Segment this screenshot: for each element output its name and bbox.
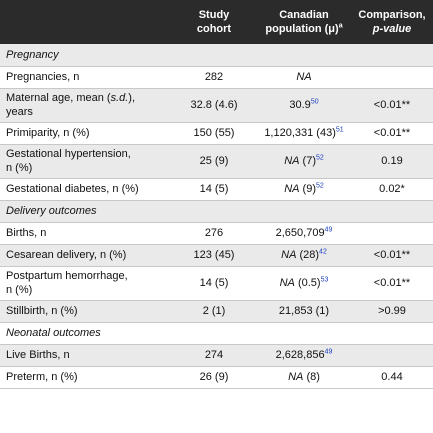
row-label: Gestational diabetes, n (%): [6, 183, 139, 195]
table-row: Preterm, n (%) 26 (9) NA (8) 0.44: [0, 366, 433, 388]
comparison-value: <0.01**: [373, 277, 411, 289]
header-label-column: [0, 0, 171, 44]
canada-value: NA (0.5)53: [279, 276, 329, 289]
comparison-value: >0.99: [378, 305, 406, 317]
study-value: 276: [204, 227, 224, 239]
study-value: 274: [204, 349, 224, 361]
comparison-value: 0.19: [381, 155, 403, 167]
row-label: Cesarean delivery, n (%): [6, 249, 127, 261]
comparison-value: [351, 66, 433, 88]
outcomes-table: Study cohort Canadian population (μ)a Comp…: [0, 0, 433, 388]
canada-value: NA (28)42: [281, 248, 327, 261]
table-row: Gestational hypertension, n (%) 25 (9) NA…: [0, 144, 433, 178]
section-title: Delivery outcomes: [6, 205, 97, 217]
section-row-pregnancy: Pregnancy: [0, 44, 433, 66]
study-value: 282: [204, 71, 224, 83]
canada-value: NA (7)52: [284, 154, 324, 167]
canada-value: NA: [296, 71, 312, 83]
header-comparison: Comparison, p-value: [358, 9, 426, 35]
table-row: Live Births, n 274 2,628,85649: [0, 344, 433, 366]
section-row-neonatal: Neonatal outcomes: [0, 322, 433, 344]
row-label: Births, n: [6, 227, 47, 239]
row-label: Maternal age, mean (s.d.), years: [6, 92, 136, 118]
study-value: 14 (5): [199, 183, 229, 195]
canada-value: NA (9)52: [284, 182, 324, 195]
table-row: Maternal age, mean (s.d.), years 32.8 (4.…: [0, 88, 433, 122]
study-value: 2 (1): [202, 305, 226, 317]
section-row-delivery: Delivery outcomes: [0, 200, 433, 222]
study-value: 25 (9): [199, 155, 229, 167]
table-header-row: Study cohort Canadian population (μ)a Comp…: [0, 0, 433, 44]
table-row: Pregnancies, n 282 NA: [0, 66, 433, 88]
table-row: Cesarean delivery, n (%) 123 (45) NA (28…: [0, 244, 433, 266]
row-label: Live Births, n: [6, 349, 70, 361]
comparison-value: <0.01**: [373, 127, 411, 139]
study-value: 26 (9): [199, 371, 229, 383]
study-value: 150 (55): [193, 127, 235, 139]
canada-value: 30.950: [289, 98, 319, 111]
canada-value: NA (8): [288, 371, 320, 383]
table-row: Births, n 276 2,650,70949: [0, 222, 433, 244]
header-canadian-population: Canadian population (μ)a: [265, 9, 343, 35]
row-label: Stillbirth, n (%): [6, 305, 78, 317]
table-row: Stillbirth, n (%) 2 (1) 21,853 (1) >0.99: [0, 300, 433, 322]
canada-value: 2,650,70949: [275, 226, 333, 239]
comparison-value: <0.01**: [373, 99, 411, 111]
header-study-cohort: Study cohort: [196, 9, 232, 35]
canada-value: 1,120,331 (43)51: [264, 126, 344, 139]
row-label: Preterm, n (%): [6, 371, 78, 383]
table-row: Gestational diabetes, n (%) 14 (5) NA (9…: [0, 178, 433, 200]
table-row: Primiparity, n (%) 150 (55) 1,120,331 (4…: [0, 122, 433, 144]
row-label: Primiparity, n (%): [6, 127, 90, 139]
study-value: 123 (45): [193, 249, 235, 261]
row-label: Pregnancies, n: [6, 71, 80, 83]
row-label: Gestational hypertension, n (%): [6, 148, 131, 174]
study-value: 32.8 (4.6): [190, 99, 238, 111]
comparison-value: 0.02*: [379, 183, 405, 195]
comparison-value: [351, 222, 433, 244]
comparison-value: [351, 344, 433, 366]
section-title: Pregnancy: [6, 48, 59, 61]
study-value: 14 (5): [199, 277, 229, 289]
table-row: Postpartum hemorrhage, n (%) 14 (5) NA (0…: [0, 266, 433, 300]
section-title: Neonatal outcomes: [6, 327, 101, 339]
row-label: Postpartum hemorrhage, n (%): [6, 270, 128, 296]
canada-value: 2,628,85649: [275, 348, 333, 361]
comparison-value: 0.44: [381, 371, 403, 383]
comparison-value: <0.01**: [373, 249, 411, 261]
canada-value: 21,853 (1): [278, 305, 330, 317]
